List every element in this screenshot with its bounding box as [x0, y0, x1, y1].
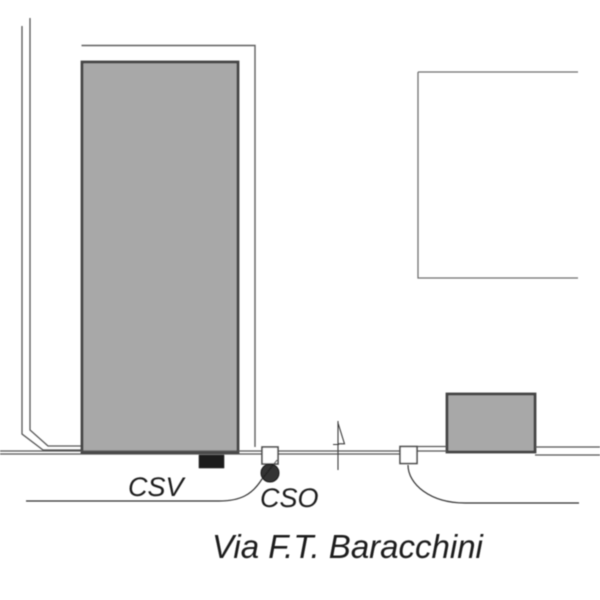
- svg-text:CSO: CSO: [260, 483, 319, 513]
- svg-text:CSV: CSV: [128, 472, 187, 502]
- svg-text:Via F.T. Baracchini: Via F.T. Baracchini: [212, 528, 485, 565]
